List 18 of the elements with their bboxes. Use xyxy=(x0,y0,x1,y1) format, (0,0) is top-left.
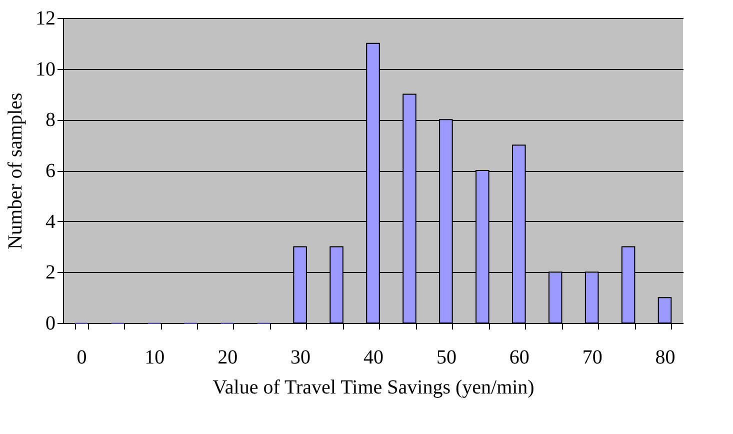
x-axis-title: Value of Travel Time Savings (yen/min) xyxy=(212,376,534,398)
x-tick-label: 10 xyxy=(144,346,165,368)
y-axis-title: Number of samples xyxy=(4,92,26,250)
x-tick-label: 60 xyxy=(509,346,530,368)
y-tick-label: 4 xyxy=(46,210,56,233)
y-tick-label: 12 xyxy=(36,8,56,30)
y-tick-label: 2 xyxy=(46,262,56,284)
x-tick-label: 20 xyxy=(218,346,238,368)
y-tick-label: 6 xyxy=(46,160,56,182)
y-tick-label: 0 xyxy=(46,312,56,334)
y-tick-label: 8 xyxy=(46,109,56,132)
x-tick-label: 30 xyxy=(290,346,311,368)
x-tick-label: 0 xyxy=(76,346,87,368)
x-tick-label: 50 xyxy=(436,346,456,368)
x-tick-label: 80 xyxy=(655,346,676,368)
x-tick-label: 40 xyxy=(364,346,384,368)
y-tick-label: 10 xyxy=(36,58,56,80)
x-tick-label: 70 xyxy=(582,346,602,368)
